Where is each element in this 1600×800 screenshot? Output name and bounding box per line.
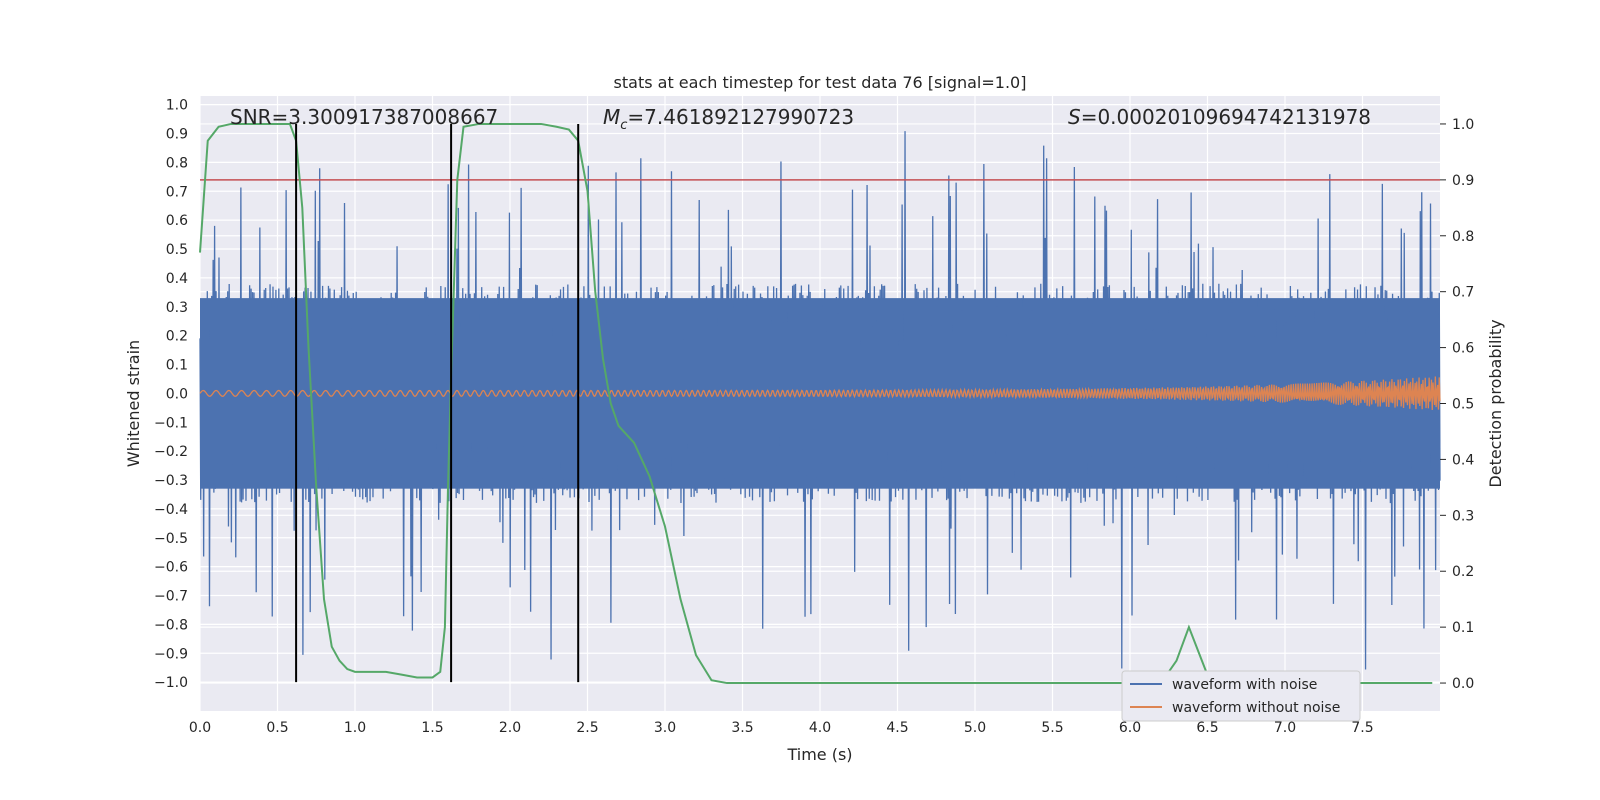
s-value: =0.00020109694742131978	[1081, 105, 1371, 129]
y-left-tick-label: 0.9	[166, 127, 188, 143]
waveform-without-noise-series	[199, 376, 1441, 411]
y-right-tick-label: 0.4	[1452, 452, 1474, 468]
x-tick-label: 5.5	[1041, 720, 1063, 736]
s-annotation: S=0.00020109694742131978	[1068, 105, 1371, 129]
noise-waveform-line	[199, 131, 1441, 670]
y-left-tick-label: 0.1	[166, 358, 188, 374]
y-right-tick-label: 1.0	[1452, 117, 1474, 133]
chirp-mass-value: =7.461892127990723	[627, 105, 854, 129]
x-tick-label: 1.0	[344, 720, 366, 736]
x-tick-label: 0.0	[189, 720, 211, 736]
y-left-tick-label: 1.0	[166, 98, 188, 114]
y-left-tick-label: −0.3	[154, 473, 188, 489]
y-left-axis-ticks: 1.0 0.9 0.8 0.7 0.6 0.5 0.4 0.3 0.2 0.1 0.0 −0.1 −0.…	[154, 98, 188, 691]
x-tick-label: 2.5	[576, 720, 598, 736]
x-axis-ticks: 0.0 0.5 1.0 1.5 2.0 2.5 3.0 3.5 4.0 4.5 5.0 5.5 6.0 6…	[189, 720, 1374, 736]
y-left-tick-label: −0.4	[154, 502, 188, 518]
y-right-tick-label: 0.7	[1452, 285, 1474, 301]
y-right-tick-label: 0.5	[1452, 397, 1474, 413]
x-tick-label: 4.0	[809, 720, 831, 736]
snr-annotation: SNR=3.300917387008667	[230, 105, 498, 129]
y-right-tick-label: 0.0	[1452, 676, 1474, 692]
y-left-tick-label: −0.2	[154, 444, 188, 460]
y-left-tick-label: −0.6	[154, 560, 188, 576]
chirp-mass-symbol: M	[603, 105, 620, 129]
y-left-tick-label: 0.2	[166, 329, 188, 345]
x-axis-label: Time (s)	[786, 745, 852, 764]
x-tick-label: 3.5	[731, 720, 753, 736]
y-left-axis-label: Whitened strain	[124, 340, 143, 467]
y-right-tick-label: 0.3	[1452, 508, 1474, 524]
legend-label-clean: waveform without noise	[1172, 700, 1340, 716]
y-left-tick-label: 0.4	[166, 271, 188, 287]
y-left-tick-label: 0.0	[166, 386, 188, 402]
y-right-axis-label: Detection probability	[1486, 319, 1505, 487]
x-tick-label: 2.0	[499, 720, 521, 736]
legend: waveform with noise waveform without noi…	[1121, 670, 1361, 722]
chirp-mass-annotation: Mc=7.461892127990723	[603, 105, 854, 133]
y-right-axis-ticks: 1.0 0.9 0.8 0.7 0.6 0.5 0.4 0.3 0.2 0.1 0.0	[1440, 117, 1474, 692]
vertical-markers	[295, 123, 580, 683]
x-tick-label: 0.5	[266, 720, 288, 736]
x-tick-label: 6.0	[1119, 720, 1141, 736]
y-right-tick-label: 0.8	[1452, 229, 1474, 245]
y-left-tick-label: −0.7	[154, 589, 188, 605]
y-left-tick-label: −0.5	[154, 531, 188, 547]
y-left-tick-label: 0.7	[166, 184, 188, 200]
y-right-tick-label: 0.1	[1452, 620, 1474, 636]
y-left-tick-label: 0.5	[166, 242, 188, 258]
chirp-mass-subscript: c	[620, 118, 627, 133]
x-tick-label: 3.0	[654, 720, 676, 736]
probability-line	[199, 122, 1433, 685]
x-tick-label: 1.5	[421, 720, 443, 736]
y-left-tick-label: 0.8	[166, 155, 188, 171]
y-left-tick-label: 0.3	[166, 300, 188, 316]
chart-title: stats at each timestep for test data 76 …	[614, 73, 1027, 92]
y-right-tick-label: 0.6	[1452, 341, 1474, 357]
x-tick-label: 4.5	[886, 720, 908, 736]
x-tick-label: 7.0	[1274, 720, 1296, 736]
x-tick-label: 5.0	[964, 720, 986, 736]
y-left-tick-label: −0.9	[154, 646, 188, 662]
x-tick-label: 6.5	[1196, 720, 1218, 736]
y-left-tick-label: −1.0	[154, 675, 188, 691]
y-left-tick-label: 0.6	[166, 213, 188, 229]
detection-probability-series	[199, 122, 1433, 685]
clean-waveform-line	[199, 376, 1441, 411]
legend-box	[1121, 670, 1361, 722]
y-left-tick-label: −0.1	[154, 415, 188, 431]
y-right-tick-label: 0.9	[1452, 173, 1474, 189]
y-left-tick-label: −0.8	[154, 617, 188, 633]
legend-label-noise: waveform with noise	[1172, 677, 1317, 693]
x-tick-label: 7.5	[1351, 720, 1373, 736]
s-symbol: S	[1068, 105, 1081, 129]
y-right-tick-label: 0.2	[1452, 564, 1474, 580]
